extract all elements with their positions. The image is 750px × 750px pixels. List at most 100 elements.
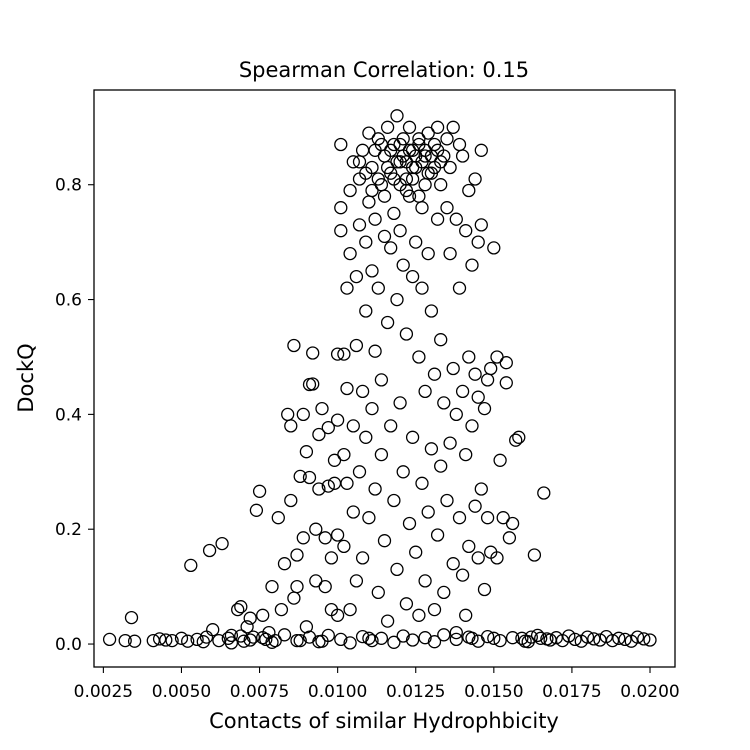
data-point: [337, 539, 351, 554]
data-point: [355, 143, 370, 157]
data-point: [471, 235, 485, 249]
data-point: [346, 155, 360, 169]
data-point: [474, 482, 488, 496]
data-point: [212, 633, 226, 648]
data-point: [309, 522, 323, 536]
data-point: [343, 246, 357, 261]
data-point: [368, 344, 382, 358]
y-tick-label: 0.2: [55, 520, 82, 540]
data-point: [390, 292, 404, 307]
data-point: [399, 327, 414, 341]
data-point: [181, 634, 195, 648]
data-point: [224, 628, 239, 643]
data-point: [234, 629, 248, 643]
data-point: [468, 172, 482, 186]
data-point: [490, 551, 504, 565]
data-point: [359, 430, 373, 444]
data-point: [568, 632, 582, 647]
data-point: [471, 390, 485, 404]
data-point: [299, 445, 314, 459]
x-tick-label: 0.0025: [74, 682, 133, 702]
data-point: [459, 608, 473, 622]
data-point: [418, 178, 432, 192]
data-point: [505, 516, 520, 531]
data-point: [321, 628, 335, 643]
data-point: [449, 407, 463, 422]
data-point: [396, 629, 410, 643]
data-point: [312, 427, 326, 442]
data-point: [340, 381, 354, 396]
data-point: [215, 536, 229, 551]
data-point: [405, 633, 420, 647]
chart-title: Spearman Correlation: 0.15: [239, 58, 529, 82]
data-point: [312, 635, 326, 649]
data-point: [434, 459, 448, 473]
data-point: [449, 625, 463, 640]
y-tick-label: 0.4: [55, 405, 82, 425]
data-point: [418, 384, 432, 399]
data-point: [174, 631, 189, 645]
data-point: [421, 126, 435, 140]
data-point: [440, 201, 454, 215]
data-point: [430, 120, 445, 134]
data-point: [493, 633, 507, 648]
data-point: [318, 579, 332, 594]
data-point: [337, 347, 351, 361]
data-point: [412, 608, 426, 622]
data-point: [321, 420, 335, 435]
data-point: [468, 367, 482, 381]
data-point: [355, 384, 370, 399]
data-point: [424, 442, 439, 456]
data-point: [159, 633, 173, 647]
data-point: [368, 212, 382, 226]
data-point: [468, 499, 482, 513]
data-point: [390, 109, 404, 123]
data-point: [427, 367, 442, 381]
data-point: [224, 636, 239, 650]
x-tick-label: 0.0100: [308, 682, 367, 702]
data-point: [440, 493, 454, 508]
data-point: [509, 433, 523, 447]
data-point: [374, 447, 389, 462]
data-point: [290, 579, 304, 594]
data-point: [256, 608, 270, 622]
data-point: [124, 610, 139, 625]
data-point: [349, 338, 364, 353]
data-point: [274, 602, 289, 617]
data-point: [365, 633, 379, 648]
data-point: [240, 620, 254, 634]
data-point: [455, 568, 470, 582]
data-point: [165, 633, 179, 648]
data-point: [424, 304, 439, 318]
data-point: [271, 511, 285, 525]
data-point: [393, 396, 407, 410]
data-point: [630, 630, 645, 644]
data-point: [587, 632, 601, 646]
data-point: [202, 543, 217, 558]
data-point: [490, 350, 504, 364]
data-point: [474, 218, 488, 232]
data-point: [318, 531, 332, 545]
data-point: [534, 631, 548, 645]
x-tick-label: 0.0125: [386, 682, 445, 702]
data-point: [243, 633, 257, 647]
data-point: [480, 629, 495, 644]
data-point: [340, 476, 354, 490]
data-point: [340, 281, 354, 295]
data-point: [421, 505, 435, 519]
data-point: [206, 623, 220, 637]
data-point: [374, 631, 389, 645]
data-point: [437, 396, 451, 410]
data-point: [330, 413, 345, 427]
data-point: [359, 166, 373, 180]
data-point: [281, 407, 295, 422]
x-axis: 0.0025 0.0050 0.0075 0.0100 0.0125 0.0150 0.01…: [74, 667, 680, 702]
data-point: [415, 201, 429, 215]
data-point: [465, 258, 479, 272]
data-point: [265, 579, 279, 594]
data-point: [443, 436, 457, 450]
data-point: [321, 479, 335, 493]
y-axis: 0.0 0.2 0.4 0.6 0.8: [55, 176, 94, 655]
data-point: [437, 628, 451, 642]
data-point: [415, 476, 429, 490]
